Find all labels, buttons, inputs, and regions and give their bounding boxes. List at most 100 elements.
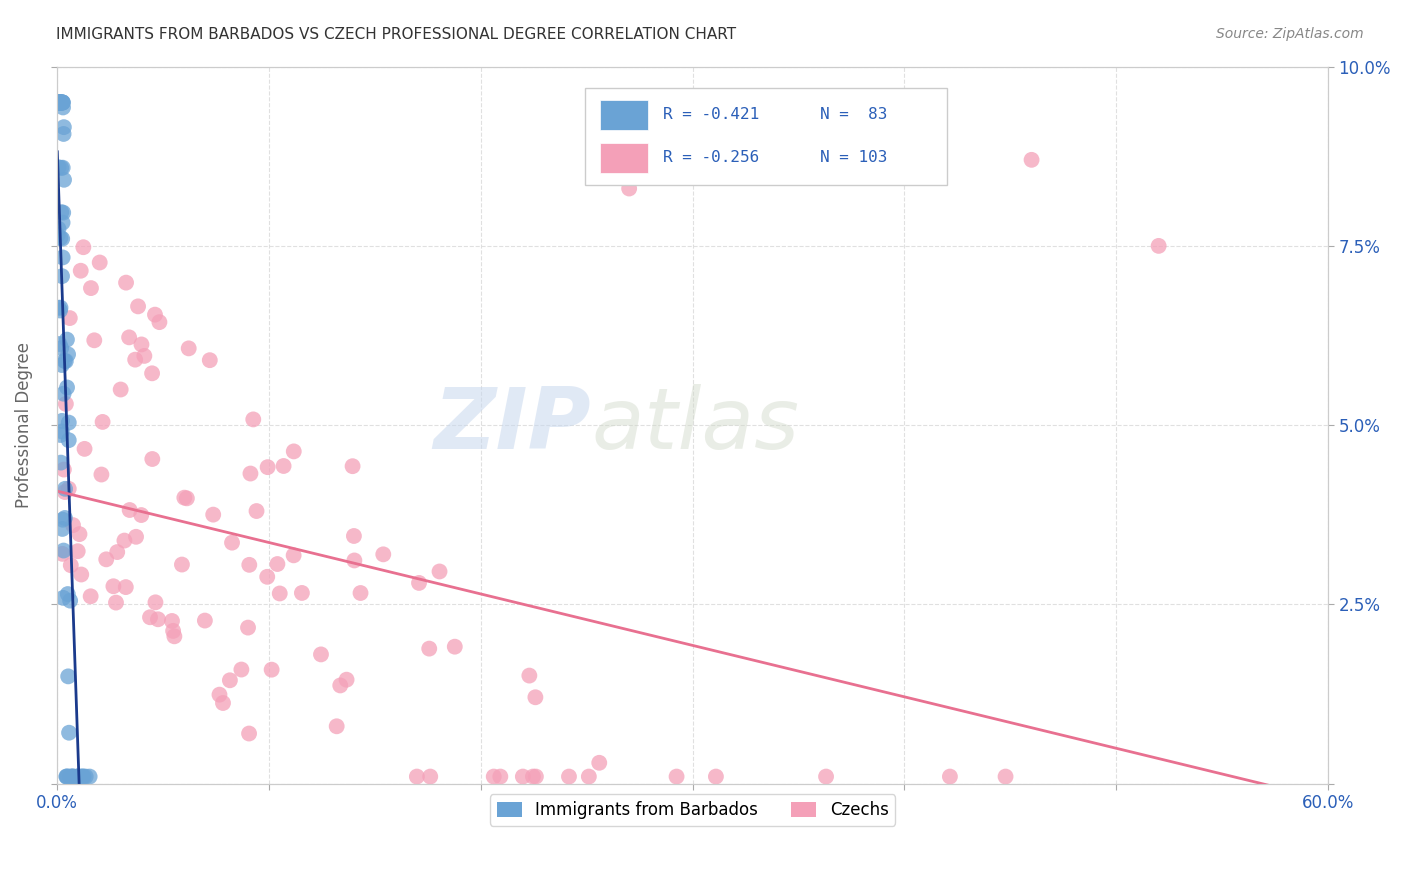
Point bbox=[112, 533, 135, 548]
Point bbox=[517, 668, 540, 682]
Point bbox=[283, 549, 305, 563]
Point bbox=[72, 240, 94, 254]
Point bbox=[273, 458, 295, 473]
FancyBboxPatch shape bbox=[585, 88, 946, 185]
Point bbox=[79, 770, 101, 784]
Point bbox=[49, 303, 72, 318]
Point bbox=[52, 216, 75, 230]
Point bbox=[55, 770, 77, 784]
Point bbox=[283, 444, 305, 458]
Point bbox=[51, 232, 73, 246]
Point bbox=[56, 333, 79, 347]
Point bbox=[46, 95, 69, 110]
Point bbox=[51, 522, 73, 536]
Point bbox=[208, 688, 231, 702]
Point bbox=[62, 770, 84, 784]
Point bbox=[48, 301, 70, 315]
Point bbox=[49, 456, 72, 470]
Point bbox=[429, 565, 451, 579]
Point bbox=[617, 181, 640, 195]
Point bbox=[51, 95, 73, 110]
Point bbox=[51, 95, 73, 110]
Point bbox=[66, 770, 89, 784]
Point bbox=[408, 576, 430, 591]
Point bbox=[141, 452, 163, 467]
Point bbox=[59, 558, 82, 573]
Point bbox=[70, 770, 93, 784]
Point bbox=[342, 459, 364, 474]
Text: ZIP: ZIP bbox=[433, 384, 591, 467]
Point bbox=[59, 311, 82, 326]
Point bbox=[418, 641, 440, 656]
Point bbox=[52, 251, 75, 265]
Point bbox=[66, 770, 89, 784]
Point bbox=[56, 380, 79, 394]
Point bbox=[48, 337, 70, 351]
Point bbox=[114, 580, 136, 594]
Point bbox=[176, 491, 198, 506]
Point bbox=[66, 770, 89, 784]
Point bbox=[51, 358, 73, 372]
Point bbox=[51, 161, 73, 175]
Point bbox=[53, 354, 76, 368]
Y-axis label: Professional Degree: Professional Degree bbox=[15, 343, 32, 508]
Point bbox=[66, 544, 89, 558]
Point bbox=[815, 770, 838, 784]
Point bbox=[48, 161, 70, 175]
Point bbox=[56, 347, 79, 361]
Point bbox=[256, 460, 278, 475]
Point bbox=[329, 678, 352, 692]
Point bbox=[69, 264, 91, 278]
Legend: Immigrants from Barbados, Czechs: Immigrants from Barbados, Czechs bbox=[491, 794, 896, 826]
Point bbox=[49, 95, 72, 110]
Point bbox=[80, 281, 103, 295]
Point bbox=[482, 770, 505, 784]
Point bbox=[127, 299, 149, 313]
Point bbox=[118, 503, 141, 517]
Point bbox=[52, 161, 75, 175]
Point bbox=[238, 558, 260, 572]
FancyBboxPatch shape bbox=[600, 143, 648, 173]
Point bbox=[73, 442, 96, 456]
Point bbox=[221, 535, 243, 549]
Point bbox=[55, 354, 77, 368]
Point bbox=[939, 770, 962, 784]
Point bbox=[266, 557, 288, 571]
Point bbox=[51, 425, 73, 439]
Point bbox=[51, 95, 73, 110]
Point bbox=[51, 341, 73, 355]
Point bbox=[212, 696, 235, 710]
Point bbox=[52, 127, 75, 141]
Point bbox=[48, 221, 70, 235]
Point bbox=[46, 227, 69, 242]
Point bbox=[665, 770, 688, 784]
Point bbox=[58, 433, 80, 447]
Point bbox=[53, 482, 76, 496]
Point bbox=[325, 719, 347, 733]
Point bbox=[524, 690, 547, 705]
Point bbox=[69, 527, 91, 541]
Point bbox=[48, 95, 70, 110]
Point bbox=[239, 467, 262, 481]
Point bbox=[588, 756, 610, 770]
Point bbox=[134, 349, 156, 363]
Point bbox=[125, 530, 148, 544]
Point bbox=[124, 352, 146, 367]
Point bbox=[62, 518, 84, 533]
Point bbox=[704, 770, 727, 784]
Point bbox=[170, 558, 193, 572]
Point bbox=[49, 95, 72, 110]
Point bbox=[994, 770, 1017, 784]
Point bbox=[51, 205, 73, 219]
Point bbox=[103, 579, 125, 593]
Point bbox=[48, 95, 70, 110]
Point bbox=[48, 95, 70, 110]
Point bbox=[46, 95, 69, 110]
Point bbox=[52, 205, 75, 219]
Point bbox=[141, 367, 163, 381]
Point bbox=[53, 511, 76, 525]
Point bbox=[52, 462, 75, 476]
Point bbox=[1147, 239, 1170, 253]
Point bbox=[51, 95, 73, 110]
Point bbox=[1021, 153, 1043, 167]
